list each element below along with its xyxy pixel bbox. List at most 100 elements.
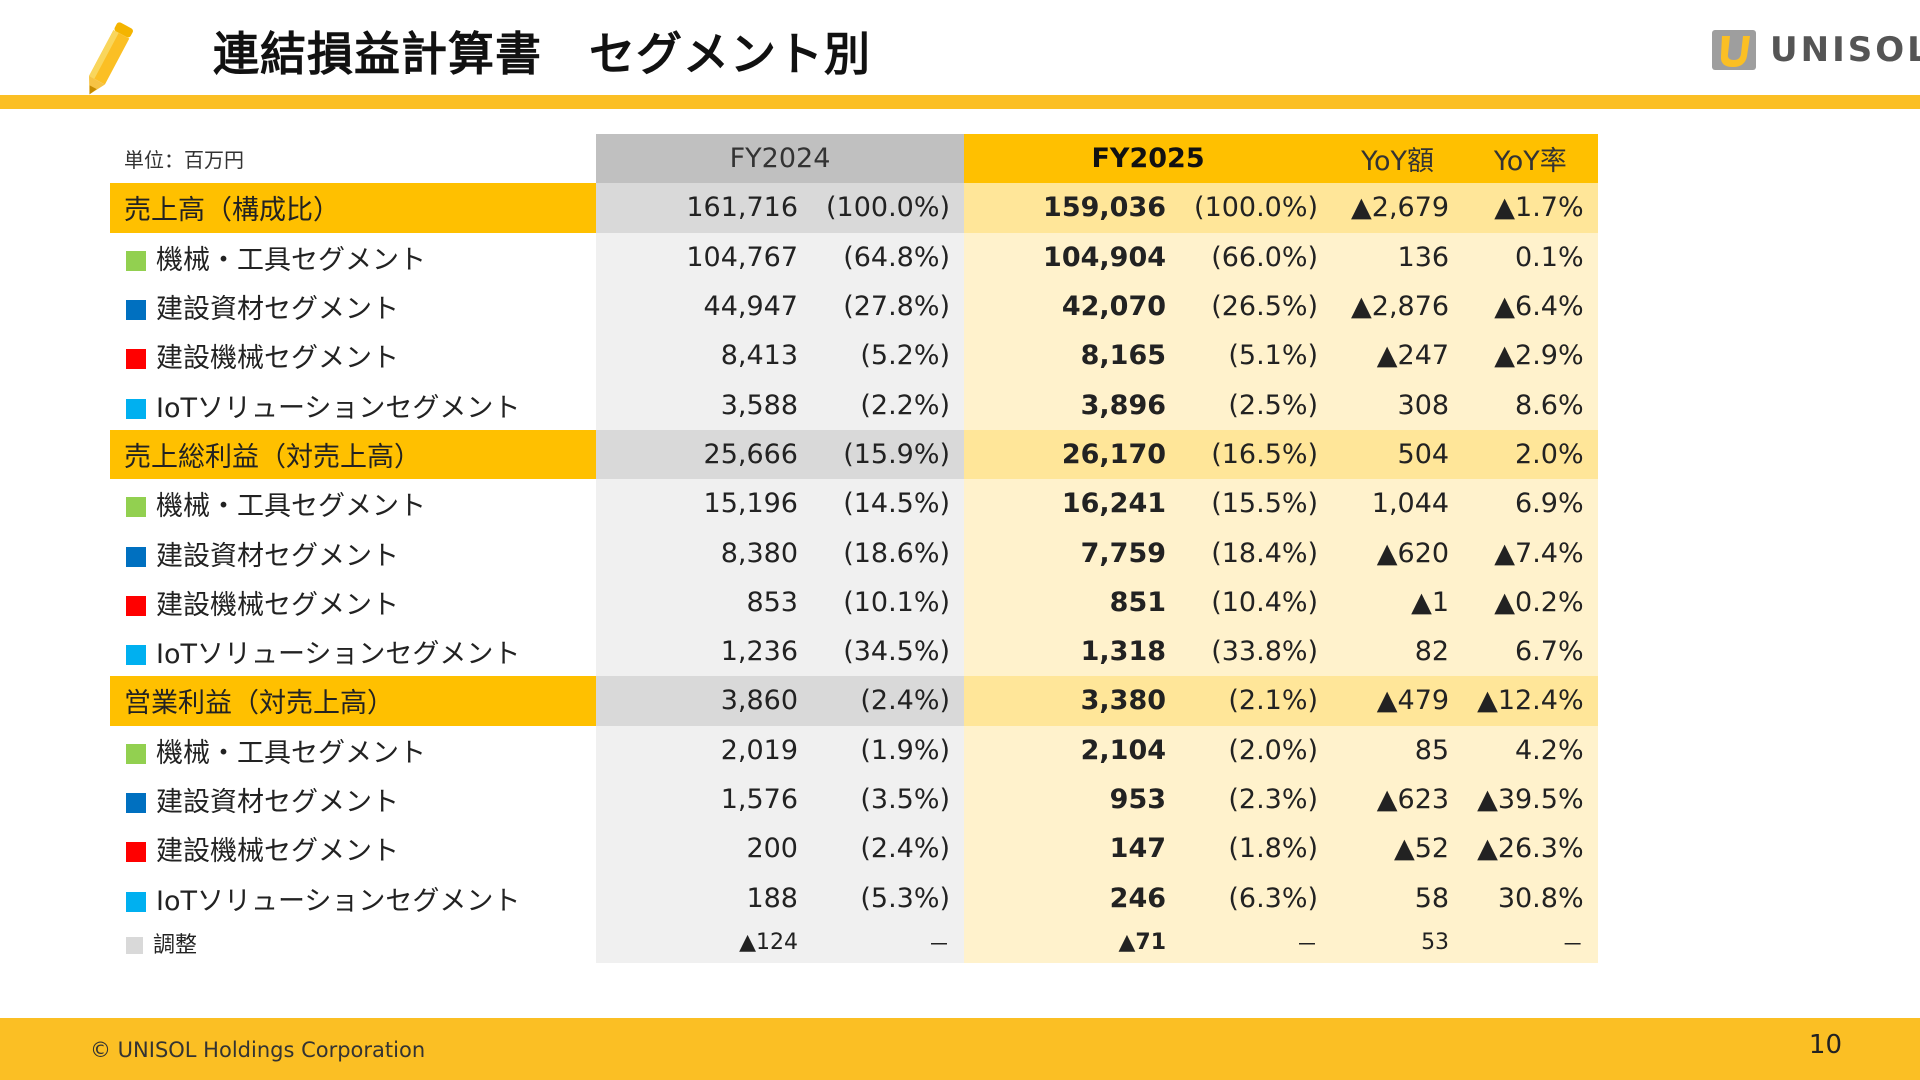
fy2024-value: 200 [596, 824, 812, 874]
table-row-adjustment: 調整 ▲124 － ▲71 － 53 － [110, 922, 1598, 963]
page-title: 連結損益計算書 セグメント別 [213, 27, 871, 81]
materials-segment-swatch-icon [126, 546, 146, 567]
fy2024-ratio: (34.5%) [812, 626, 965, 677]
header-rule [0, 95, 1920, 109]
fy2024-value: 8,380 [596, 528, 812, 578]
copyright-text: © UNISOL Holdings Corporation [90, 1038, 426, 1062]
equipment-segment-swatch-icon [126, 595, 146, 616]
fy2024-value: 1,236 [596, 626, 812, 677]
table-row: 機械・工具セグメント 2,019 (1.9%) 2,104 (2.0%) 85 … [110, 725, 1598, 775]
fy2024-value: 1,576 [596, 774, 812, 825]
fy2024-ratio: (64.8%) [812, 232, 965, 282]
fy2025-value: 26,170 [964, 429, 1181, 480]
row-label-text: 建設機械セグメント [156, 836, 399, 868]
fy2024-value: 853 [596, 577, 812, 627]
table-row-gross-profit: 売上総利益（対売上高） 25,666 (15.9%) 26,170 (16.5%… [110, 429, 1598, 480]
fy2024-ratio: (1.9%) [812, 725, 965, 775]
fy2025-ratio: (15.5%) [1180, 479, 1333, 529]
table-row: 建設資材セグメント 1,576 (3.5%) 953 (2.3%) ▲623 ▲… [110, 774, 1598, 825]
yoy-rate: ▲1.7% [1463, 183, 1598, 233]
row-label-text: 建設資材セグメント [156, 787, 399, 818]
yoy-amount: ▲2,679 [1332, 183, 1464, 233]
fy2024-ratio: (15.9%) [812, 429, 965, 480]
fy2024-ratio: (2.2%) [812, 380, 965, 430]
row-label: 機械・工具セグメント [110, 479, 596, 528]
fy2025-ratio: (10.4%) [1180, 577, 1333, 627]
row-label-text: 機械・工具セグメント [156, 737, 426, 769]
fy2025-value: 147 [964, 824, 1181, 874]
yoy-rate: ▲39.5% [1463, 774, 1598, 825]
fy2025-value: 7,759 [964, 528, 1181, 578]
fy2024-value: ▲124 [596, 922, 812, 963]
yoy-amount: ▲2,876 [1332, 281, 1464, 332]
unisol-logo-icon [1712, 30, 1756, 70]
yoy-amount: 82 [1332, 626, 1464, 677]
fy2024-ratio: (2.4%) [812, 676, 965, 726]
table-row: 建設機械セグメント 8,413 (5.2%) 8,165 (5.1%) ▲247… [110, 331, 1598, 381]
logo-text: UNISOL [1770, 30, 1920, 70]
table-row: 建設資材セグメント 44,947 (27.8%) 42,070 (26.5%) … [110, 281, 1598, 332]
machinery-segment-swatch-icon [126, 497, 146, 518]
materials-segment-swatch-icon [126, 300, 146, 321]
row-label: IoTソリューションセグメント [110, 627, 596, 676]
yoy-rate: 6.7% [1463, 626, 1598, 677]
yoy-amount: 136 [1332, 232, 1464, 282]
yoy-amount: 1,044 [1332, 479, 1464, 529]
fy2025-value: 1,318 [964, 626, 1181, 677]
row-label-text: IoTソリューションセグメント [156, 392, 521, 424]
yoy-rate: － [1463, 922, 1598, 963]
fy2025-value: 159,036 [964, 183, 1181, 233]
table-row: IoTソリューションセグメント 3,588 (2.2%) 3,896 (2.5%… [110, 380, 1598, 430]
yoy-amount: 53 [1332, 922, 1464, 963]
yoy-rate: 6.9% [1463, 479, 1598, 529]
fy2025-ratio: (33.8%) [1180, 626, 1333, 677]
fy2025-value: 104,904 [964, 232, 1181, 282]
row-label: 建設機械セグメント [110, 578, 596, 627]
row-label: 建設資材セグメント [110, 282, 596, 331]
fy2025-ratio: (2.3%) [1180, 774, 1333, 825]
fy2025-ratio: (6.3%) [1180, 873, 1333, 923]
fy2024-value: 8,413 [596, 331, 812, 381]
yoy-rate: ▲6.4% [1463, 281, 1598, 332]
fy2024-ratio: (5.3%) [812, 873, 965, 923]
fy2025-value: 16,241 [964, 479, 1181, 529]
column-header-fy2025: FY2025 [964, 134, 1333, 184]
fy2025-ratio: (2.5%) [1180, 380, 1333, 430]
fy2025-ratio: (26.5%) [1180, 281, 1333, 332]
yoy-amount: 308 [1332, 380, 1464, 430]
row-label-text: 建設資材セグメント [156, 294, 399, 326]
column-header-fy2024: FY2024 [596, 134, 965, 184]
page-number: 10 [1808, 1030, 1842, 1060]
yoy-amount: ▲479 [1332, 676, 1464, 726]
fy2024-ratio: (5.2%) [812, 331, 965, 381]
fy2025-value: 246 [964, 873, 1181, 923]
yoy-amount: ▲623 [1332, 774, 1464, 825]
table-row-net-sales: 売上高（構成比） 161,716 (100.0%) 159,036 (100.0… [110, 183, 1598, 233]
fy2025-value: 8,165 [964, 331, 1181, 381]
yoy-amount: 504 [1332, 429, 1464, 480]
unit-label: 単位：百万円 [124, 148, 244, 173]
table-row: IoTソリューションセグメント 188 (5.3%) 246 (6.3%) 58… [110, 873, 1598, 923]
fy2024-ratio: (10.1%) [812, 577, 965, 627]
yoy-amount: 85 [1332, 725, 1464, 775]
fy2025-value: 2,104 [964, 725, 1181, 775]
row-label-text: 機械・工具セグメント [156, 491, 426, 523]
row-label-text: 調整 [153, 932, 198, 958]
yoy-rate: 0.1% [1463, 232, 1598, 282]
adjustment-swatch-icon [126, 936, 143, 954]
footer-bar [0, 1018, 1920, 1080]
fy2025-ratio: － [1180, 922, 1333, 963]
row-label-text: 建設機械セグメント [156, 589, 399, 621]
equipment-segment-swatch-icon [126, 349, 146, 370]
yoy-rate: 30.8% [1463, 873, 1598, 923]
row-label: IoTソリューションセグメント [110, 380, 596, 429]
table-row: 建設資材セグメント 8,380 (18.6%) 7,759 (18.4%) ▲6… [110, 528, 1598, 578]
row-label: 売上高（構成比） [110, 183, 596, 233]
fy2024-ratio: (14.5%) [812, 479, 965, 529]
row-label: 建設機械セグメント [110, 331, 596, 380]
row-label: 売上総利益（対売上高） [110, 429, 596, 480]
row-label: 調整 [110, 923, 596, 963]
fy2025-value: 953 [964, 774, 1181, 825]
fy2024-value: 3,860 [596, 676, 812, 726]
fy2024-ratio: (18.6%) [812, 528, 965, 578]
